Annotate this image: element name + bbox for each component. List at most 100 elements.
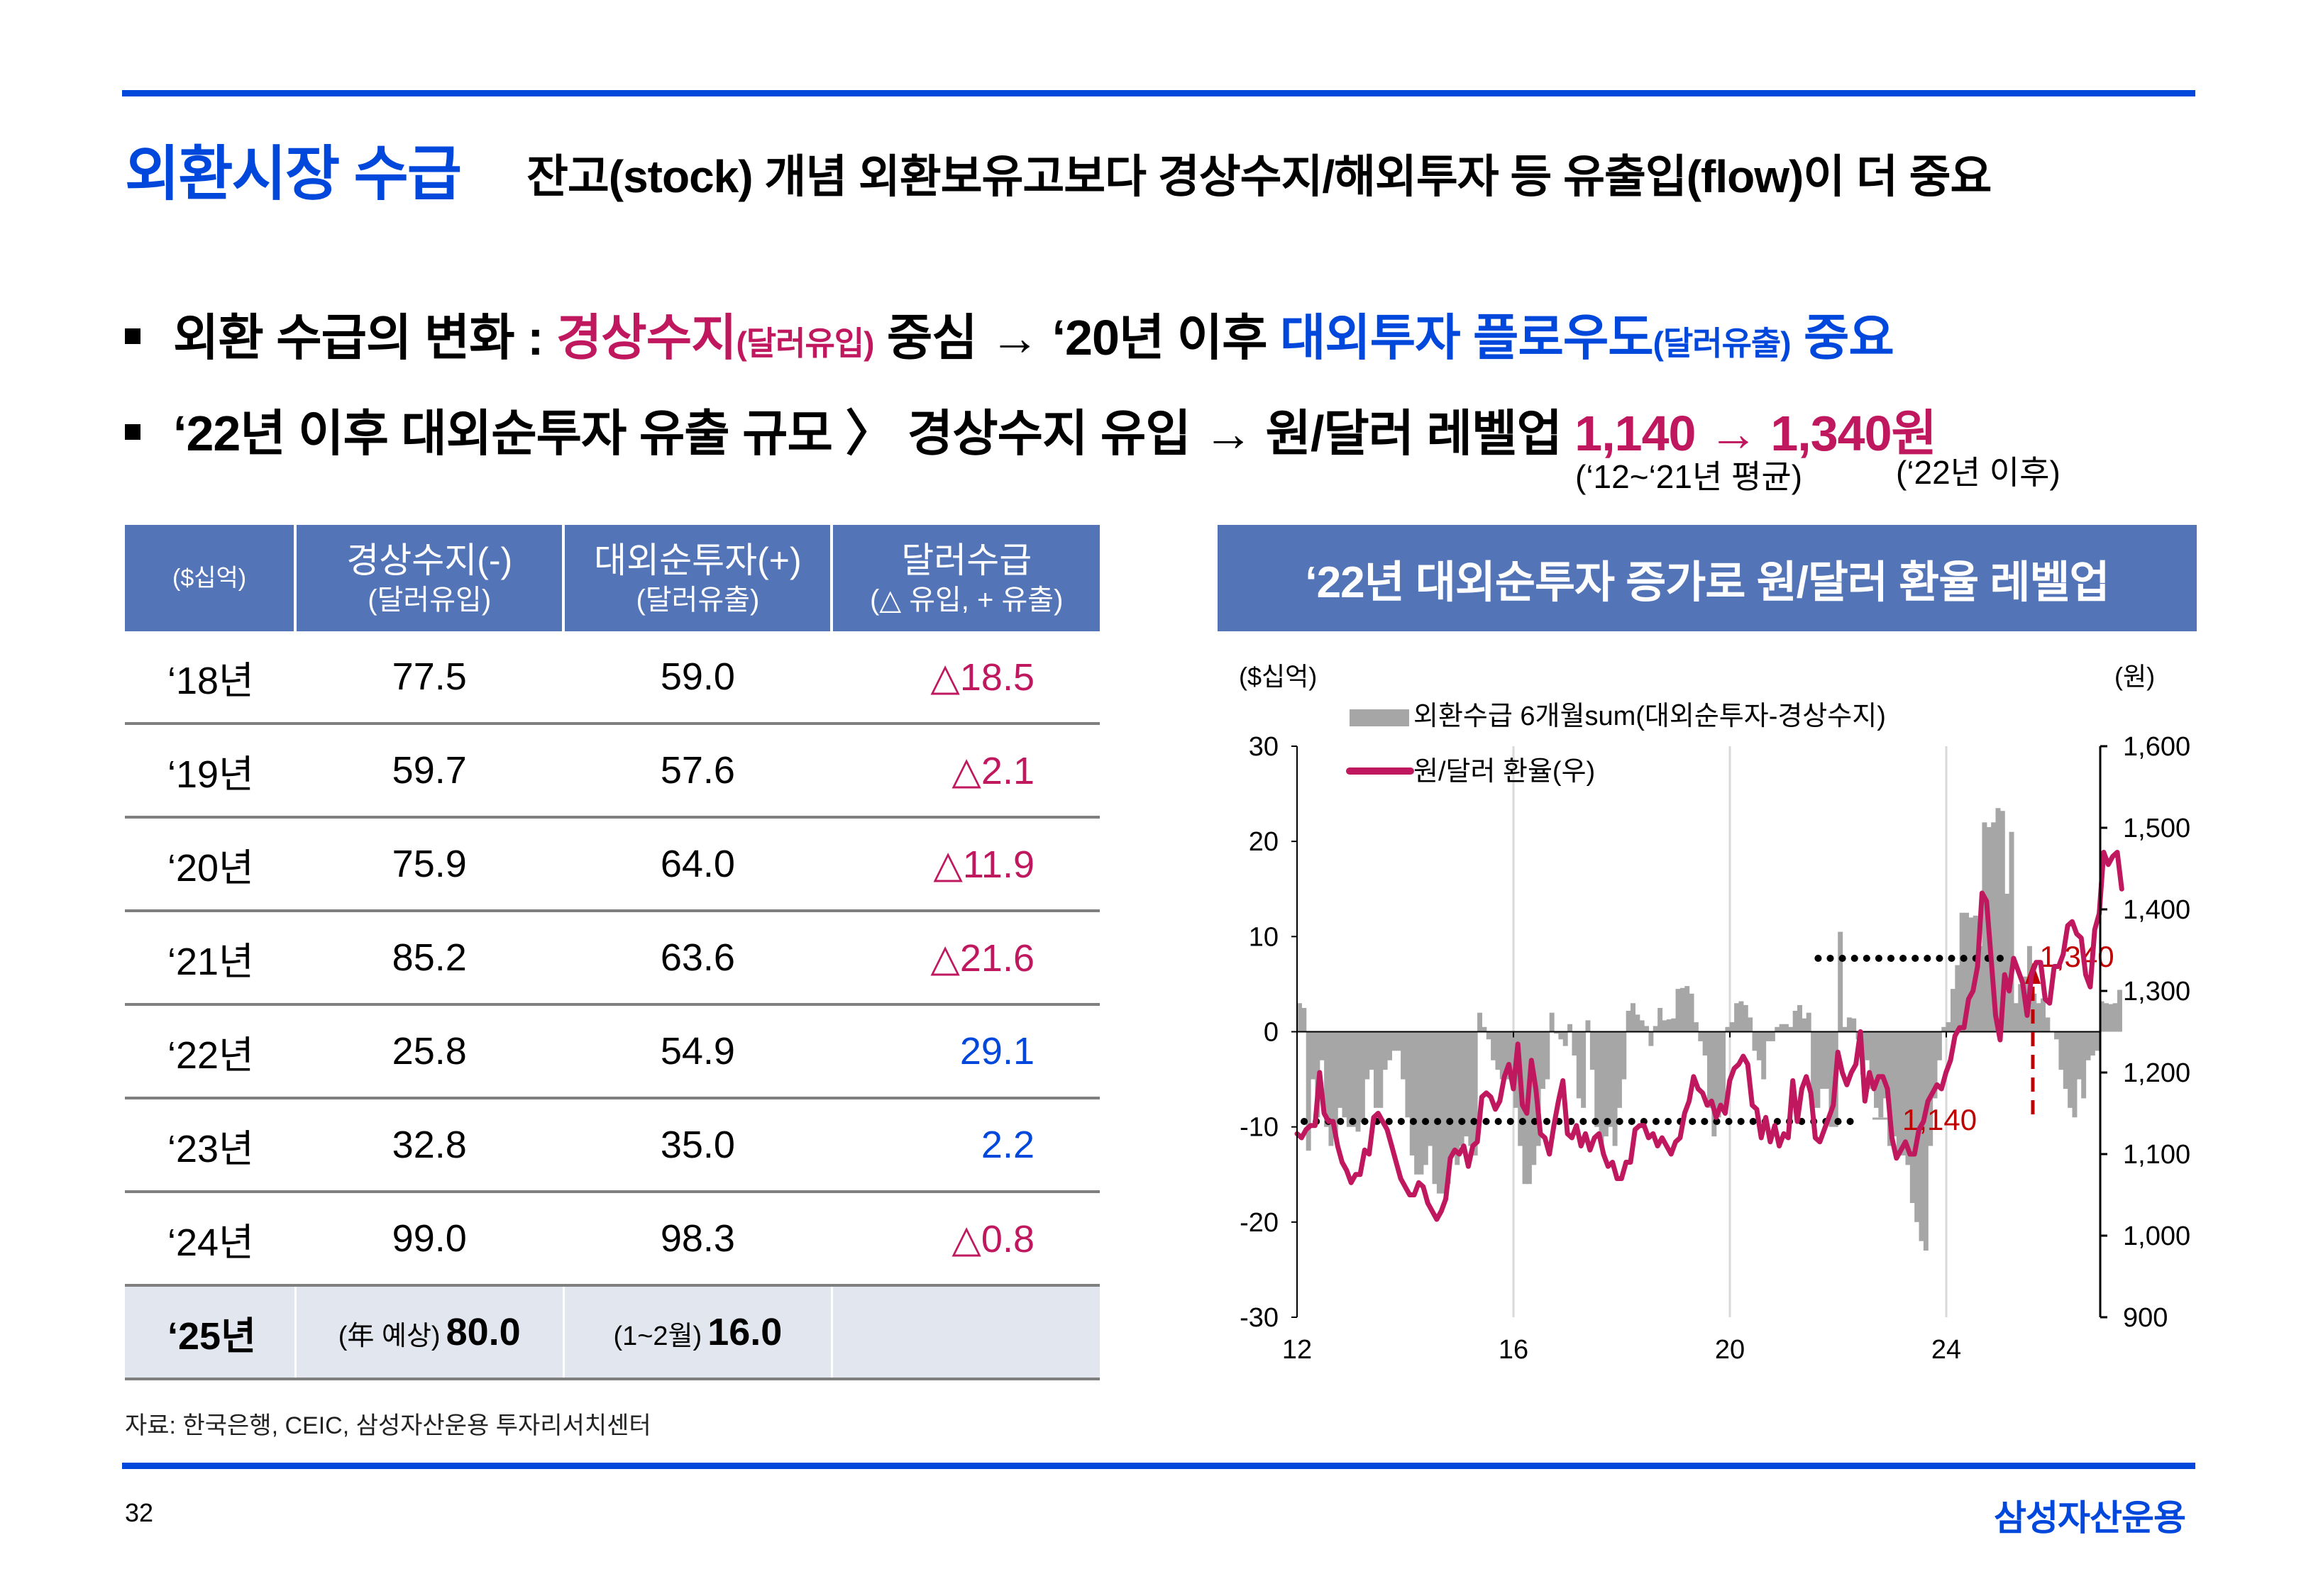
bar-fx-supply — [1297, 1003, 1302, 1032]
page-title: 외환시장 수급 — [125, 140, 462, 207]
row-year: ‘19년 — [125, 724, 296, 819]
bar-fx-supply — [1450, 1031, 1455, 1156]
bar-fx-supply — [2058, 1031, 2064, 1070]
bar-fx-supply — [1405, 1031, 1411, 1118]
bar-fx-supply — [1554, 1031, 1559, 1034]
bar-fx-supply — [1865, 1031, 1870, 1060]
x-axis-tick-label: 24 — [1931, 1335, 1961, 1365]
bar-fx-supply — [1576, 1031, 1582, 1099]
left-axis-tick-label: -30 — [1240, 1303, 1279, 1333]
bar-fx-supply — [1342, 1031, 1347, 1118]
row-net-investment: 57.6 — [563, 724, 832, 819]
bar-fx-supply — [1955, 965, 1960, 1032]
row-current-account: 85.2 — [295, 911, 564, 1006]
row-current-account: 59.7 — [295, 724, 564, 819]
bar-fx-supply — [1635, 1014, 1640, 1032]
bullet-1-highlight-current-account: 경상수지 — [556, 310, 737, 365]
bar-fx-supply — [1504, 1031, 1510, 1080]
bar-fx-supply — [1973, 915, 1978, 1032]
bar-fx-supply — [2009, 831, 2014, 1032]
table-row: ‘18년 77.5 59.0 △18.5 — [125, 631, 1100, 725]
bar-fx-supply — [1558, 1031, 1564, 1040]
row-year: ‘20년 — [125, 817, 296, 912]
bar-fx-supply — [1328, 1031, 1334, 1146]
bar-fx-supply — [1765, 1031, 1771, 1041]
bullet-2-text: ‘22년 이후 대외순투자 유출 규모 〉 경상수지 유입 → 원/달러 레벨업 — [173, 406, 1575, 461]
table-row: ‘19년 59.7 57.6 △2.1 — [125, 724, 1100, 819]
row-net-investment: 35.0 — [563, 1098, 832, 1193]
bullet-1-highlight-investment: 대외투자 플로우도 — [1280, 310, 1654, 365]
row-current-account: 99.0 — [295, 1192, 564, 1287]
bar-fx-supply — [1788, 1026, 1794, 1032]
bar-fx-supply — [1775, 1026, 1780, 1032]
row-current-account: 75.9 — [295, 817, 564, 912]
bar-fx-supply — [1337, 1031, 1343, 1108]
bar-fx-supply — [1414, 1031, 1420, 1175]
bar-fx-supply — [2076, 1031, 2082, 1080]
bar-fx-supply — [1964, 912, 1969, 1032]
bar-fx-supply — [1721, 1031, 1726, 1108]
row-year: ‘22년 — [125, 1004, 296, 1099]
bar-fx-supply — [1905, 1031, 1911, 1165]
bar-fx-supply — [1499, 1031, 1505, 1080]
left-axis-tick-label: -20 — [1240, 1208, 1279, 1238]
bar-fx-supply — [1373, 1031, 1379, 1108]
bar-fx-supply — [1644, 1026, 1650, 1032]
bar-fx-supply — [2063, 1031, 2068, 1089]
header-unit: ($십억) — [125, 525, 297, 631]
bar-fx-supply — [1464, 1031, 1469, 1137]
bar-fx-supply — [1355, 1031, 1361, 1132]
row-dollar-balance: △21.6 — [832, 911, 1100, 1006]
bar-fx-supply — [1729, 1022, 1735, 1032]
bar-fx-supply — [2054, 1031, 2060, 1040]
legend-bar-swatch-icon — [1350, 709, 1409, 726]
table-row: ‘20년 75.9 64.0 △11.9 — [125, 817, 1100, 912]
row-year: ‘25년 — [125, 1285, 297, 1380]
bar-fx-supply — [1581, 1031, 1587, 1108]
row-dollar-balance: 2.2 — [832, 1098, 1100, 1193]
bullet-1-highlight-note: (달러유입) — [736, 325, 875, 362]
bar-fx-supply — [1518, 1031, 1523, 1146]
bar-fx-supply — [1436, 1031, 1442, 1194]
row-net-investment: 59.0 — [563, 631, 832, 725]
bar-fx-supply — [1387, 1031, 1392, 1060]
bar-fx-supply — [1428, 1031, 1433, 1146]
x-axis-tick-label: 20 — [1715, 1335, 1745, 1365]
bar-fx-supply — [1391, 1031, 1397, 1051]
bar-fx-supply — [1631, 1003, 1635, 1032]
bar-fx-supply — [1432, 1031, 1438, 1185]
top-rule — [122, 90, 2195, 96]
bullet-2-value-before: 1,140 — [1574, 406, 1696, 461]
row-current-account: 32.8 — [295, 1098, 564, 1193]
bar-fx-supply — [1508, 1031, 1514, 1080]
bar-fx-supply — [1531, 1031, 1537, 1165]
left-axis-tick-label: 20 — [1249, 827, 1279, 857]
bar-fx-supply — [1324, 1031, 1330, 1127]
bar-fx-supply — [1959, 912, 1965, 1032]
header-dollar-balance: 달러수급 (△ 유입, + 유출) — [832, 525, 1100, 631]
bullet-1-highlight-note-2: (달러유출) — [1653, 325, 1792, 362]
header-net-investment: 대외순투자(+) (달러유출) — [563, 525, 834, 631]
fx-flow-table: ($십억) 경상수지(-) (달러유입) 대외순투자(+) (달러유출) 달러수급(… — [125, 525, 1100, 1380]
legend-label-line: 원/달러 환율(우) — [1413, 757, 1595, 787]
bar-fx-supply — [1589, 1031, 1595, 1070]
legend-label-bars: 외환수급 6개월sum(대외순투자-경상수지) — [1413, 702, 1886, 731]
bar-fx-supply — [1603, 1031, 1609, 1137]
bar-fx-supply — [1941, 1026, 1947, 1032]
row-year: ‘23년 — [125, 1098, 296, 1193]
bar-fx-supply — [1495, 1031, 1501, 1070]
bar-fx-supply — [1333, 1031, 1338, 1137]
table-row: ‘21년 85.2 63.6 △21.6 — [125, 911, 1100, 1006]
row-year: ‘18년 — [125, 631, 296, 725]
bar-fx-supply — [2022, 976, 2028, 1032]
bar-fx-supply — [1824, 1031, 1830, 1089]
bar-fx-supply — [1311, 1031, 1316, 1080]
x-axis-tick-label: 16 — [1499, 1335, 1528, 1365]
bar-fx-supply — [1928, 1031, 1933, 1146]
bar-fx-supply — [1608, 1031, 1613, 1127]
bar-fx-supply — [1468, 1031, 1474, 1146]
bar-fx-supply — [1999, 811, 2005, 1032]
bar-fx-supply — [1923, 1031, 1929, 1251]
bullet-1-end-text: 중요 — [1790, 310, 1894, 365]
bar-fx-supply — [1725, 1026, 1731, 1032]
